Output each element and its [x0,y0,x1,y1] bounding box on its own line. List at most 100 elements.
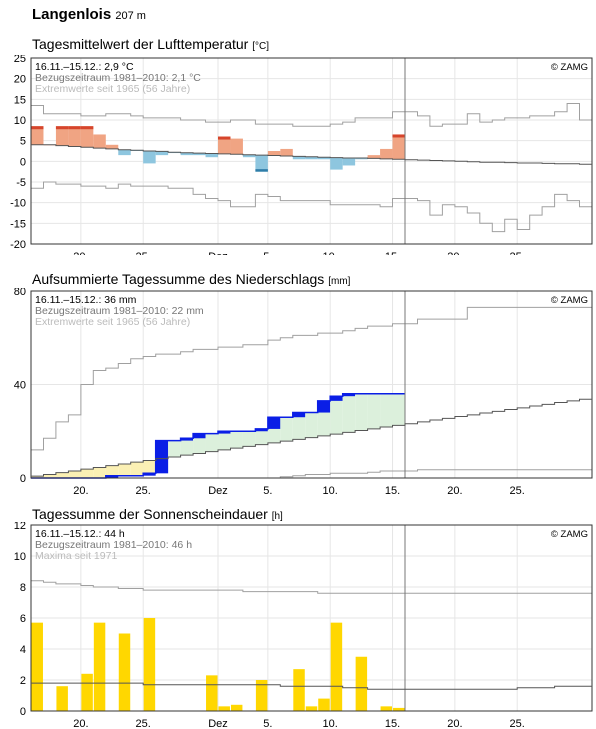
precipitation-info-line: Bezugszeitraum 1981–2010: 22 mm [35,305,204,317]
temperature-bar [342,158,356,166]
temperature-ytick-label: 0 [20,156,26,168]
precipitation-deficit [105,465,119,476]
precipitation-info-line: Extremwerte seit 1965 (56 Jahre) [35,316,190,328]
precipitation-deficit [118,463,131,476]
precipitation-daily-increment [193,433,206,439]
precipitation-surplus [180,438,194,456]
sunshine-bar [380,706,393,711]
temperature-ytick-label: 10 [14,115,26,127]
precipitation-daily-increment [292,412,306,418]
temperature-ytick-label: -20 [10,239,26,251]
temperature-max-line [31,103,592,127]
temperature-bar [193,153,206,156]
temperature-bar-cap [55,126,69,130]
station-header: Langenlois 207 m [32,6,146,23]
precipitation-xtick-label: 15. [385,485,400,495]
temperature-bar [242,154,256,158]
precipitation-surplus [380,393,393,428]
precipitation-surplus [255,428,268,445]
precipitation-max-line [31,306,592,451]
temperature-bar [143,151,156,164]
precipitation-xtick-label: 25. [136,485,151,495]
temperature-xtick-label: 20. [447,251,462,255]
precipitation-xtick-label: Dez [208,485,228,495]
temperature-ytick-label: -10 [10,198,26,210]
sunshine-info-line: 16.11.–15.12.: 44 h [35,528,125,540]
temperature-plot-frame [30,57,593,245]
sunshine-max-line [31,580,592,594]
temperature-ytick-label: -5 [16,177,26,189]
precipitation-deficit [68,470,81,478]
precipitation-daily-increment [330,396,343,401]
temperature-title-text: Tagesmittelwert der Lufttemperatur [32,36,249,52]
precipitation-daily-increment [267,417,281,429]
sunshine-plot-frame [30,524,593,712]
temperature-chart: -20 -15 -10 -5 0 5 10 15 20 25 20. 25. Dez 5. 10. 15. 20… [10,55,593,255]
temperature-bar [68,126,81,147]
precipitation-surplus [342,393,356,433]
temperature-xtick-label: 5. [263,251,272,255]
temperature-ytick-label: -15 [10,218,26,230]
temperature-bar-cap [392,134,405,138]
sunshine-xtick-label: 10. [323,718,338,729]
temperature-bar [317,157,331,160]
temperature-bar-cap [80,126,94,130]
precipitation-daily-increment [180,438,194,441]
precipitation-xtick-label: 20. [447,485,462,495]
precipitation-info-line: 16.11.–15.12.: 36 mm [35,294,137,306]
precipitation-ytick-label: 80 [14,288,26,298]
sunshine-info-line: Bezugszeitraum 1981–2010: 46 h [35,539,192,551]
temperature-bar [55,126,69,146]
precipitation-surplus [392,393,405,426]
precipitation-deficit [55,472,69,478]
sunshine-bar [206,675,218,711]
sunshine-chart: 0 2 4 6 8 10 12 20. 25. Dez 5. 10. 15. 20. 25. 16.11.–1… [14,522,593,729]
temperature-bar [330,157,343,170]
sunshine-bar [318,698,330,711]
temperature-xtick-label: 10. [323,251,338,255]
precipitation-chart-title: Aufsummierte Tagessumme des Niederschlag… [32,271,350,287]
sunshine-xtick-label: 25. [136,718,151,729]
temperature-bar [255,155,268,172]
sunshine-xtick-label: 5. [263,718,272,729]
temperature-bar [218,136,231,154]
precipitation-xtick-label: 5. [263,485,272,495]
temperature-info-line: Bezugszeitraum 1981–2010: 2,1 °C [35,72,201,84]
temperature-bar [305,156,318,160]
temperature-bar [392,134,405,160]
temperature-bar [367,155,381,159]
temperature-bar [267,151,281,156]
temperature-bar-cap [218,136,231,140]
precipitation-daily-increment [255,428,268,432]
precipitation-daily-increment [105,475,119,478]
sunshine-bar [230,704,243,711]
sunshine-bar [393,707,405,711]
sunshine-bar [143,618,156,711]
sunshine-ytick-label: 6 [20,613,26,625]
temperature-xtick-label: 20. [73,251,88,255]
precipitation-deficit [93,467,106,478]
sunshine-bar [255,680,268,711]
temperature-bar [205,153,218,158]
precipitation-daily-increment [143,473,156,476]
precipitation-unit: [mm] [328,276,351,287]
precipitation-surplus [280,417,293,442]
temperature-bar [118,149,131,156]
precipitation-title-text: Aufsummierte Tagessumme des Niederschlag… [32,271,325,287]
precipitation-xtick-label: 20. [73,485,88,495]
precipitation-surplus [230,431,243,449]
temperature-ytick-label: 5 [20,136,26,148]
temperature-bar [93,134,106,149]
sunshine-bar [93,622,106,711]
temperature-bar-cap [31,126,44,130]
temperature-unit: [°C] [252,41,269,52]
precipitation-deficit [31,476,44,478]
precipitation-surplus [292,412,306,440]
precipitation-surplus [330,396,343,435]
temperature-xtick-label: 15. [385,251,400,255]
sunshine-ytick-label: 8 [20,582,26,594]
sunshine-xtick-label: Dez [208,718,228,729]
sunshine-ytick-label: 4 [20,644,26,656]
sunshine-bar [118,633,131,711]
station-altitude: 207 m [115,10,146,22]
